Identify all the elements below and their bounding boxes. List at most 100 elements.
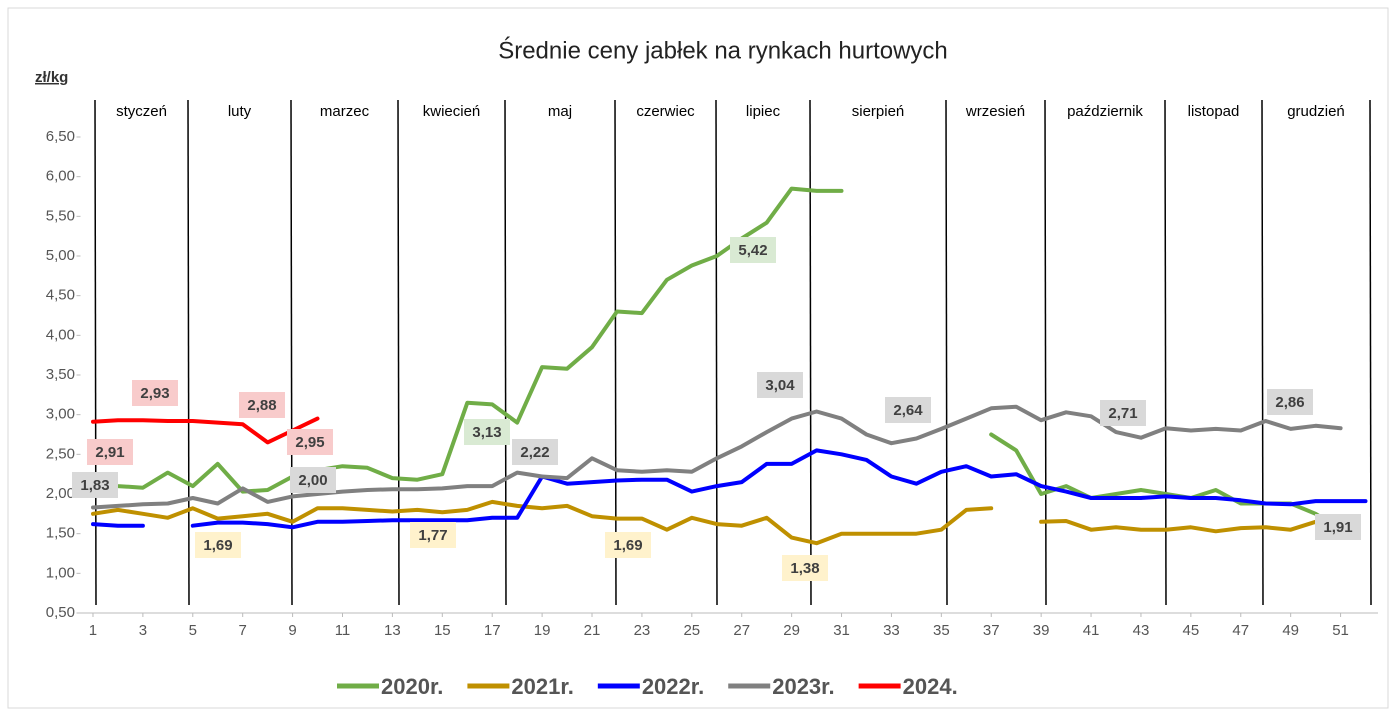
value-label: 2,95 <box>295 434 324 451</box>
month-divider <box>397 99 400 606</box>
month-label: październik <box>1067 103 1143 120</box>
value-label: 5,42 <box>738 242 767 259</box>
month-label: listopad <box>1188 103 1240 120</box>
month-divider <box>1164 99 1167 606</box>
value-label-box <box>239 392 285 418</box>
value-label: 2,91 <box>95 444 124 461</box>
value-label-box <box>730 237 776 263</box>
month-label: czerwiec <box>636 103 695 120</box>
x-tick-label: 29 <box>783 622 800 639</box>
chart-title: Średnie ceny jabłek na rynkach hurtowych <box>498 36 948 64</box>
value-label-box <box>1267 389 1313 415</box>
x-tick-label: 17 <box>484 622 501 639</box>
month-divider <box>715 99 718 606</box>
value-label-box <box>290 467 336 493</box>
x-tick-label: 31 <box>833 622 850 639</box>
month-label: wrzesień <box>965 103 1025 120</box>
value-label: 2,93 <box>140 385 169 402</box>
month-divider <box>1261 99 1264 606</box>
y-tick-label: 4,50 <box>46 287 75 304</box>
series-line <box>91 448 1368 530</box>
x-tick-label: 5 <box>189 622 197 639</box>
legend-label: 2024. <box>903 674 958 699</box>
value-label: 2,64 <box>893 402 923 419</box>
x-tick-label: 39 <box>1033 622 1050 639</box>
x-tick-label: 43 <box>1133 622 1150 639</box>
month-divider <box>94 99 97 606</box>
x-tick-label: 37 <box>983 622 1000 639</box>
y-tick-label: 3,50 <box>46 366 75 383</box>
x-tick-label: 49 <box>1282 622 1299 639</box>
y-tick-label: 0,50 <box>46 604 75 621</box>
month-label: grudzień <box>1287 103 1345 120</box>
month-label: styczeń <box>116 103 167 120</box>
month-divider <box>1044 99 1047 606</box>
x-tick-label: 13 <box>384 622 401 639</box>
y-tick-label: 2,00 <box>46 485 75 502</box>
value-label: 3,04 <box>765 377 795 394</box>
value-label: 1,91 <box>1323 519 1352 536</box>
value-label: 1,69 <box>613 537 642 554</box>
y-tick-label: 1,50 <box>46 525 75 542</box>
value-label-box <box>72 472 118 498</box>
value-label-box <box>1315 514 1361 540</box>
y-tick-label: 5,00 <box>46 247 75 264</box>
value-label: 2,00 <box>298 472 327 489</box>
x-tick-label: 23 <box>634 622 651 639</box>
x-tick-label: 9 <box>288 622 296 639</box>
x-tick-label: 45 <box>1183 622 1200 639</box>
month-label: marzec <box>320 103 370 120</box>
y-tick-label: 1,00 <box>46 564 75 581</box>
value-label-box <box>464 419 510 445</box>
month-divider <box>187 99 190 606</box>
month-label: sierpień <box>852 103 905 120</box>
value-label-box <box>287 429 333 455</box>
value-label: 1,69 <box>203 537 232 554</box>
x-tick-label: 1 <box>89 622 97 639</box>
y-tick-label: 3,00 <box>46 406 75 423</box>
value-label-box <box>885 397 931 423</box>
legend-label: 2023r. <box>772 674 834 699</box>
series-line <box>91 416 320 445</box>
value-label: 2,86 <box>1275 394 1304 411</box>
legend-label: 2022r. <box>642 674 704 699</box>
legend-label: 2021r. <box>511 674 573 699</box>
x-tick-label: 7 <box>239 622 247 639</box>
y-tick-label: 5,50 <box>46 207 75 224</box>
month-divider <box>945 99 948 606</box>
x-tick-label: 35 <box>933 622 950 639</box>
y-tick-label: 4,00 <box>46 326 75 343</box>
value-label-box <box>512 439 558 465</box>
month-label: luty <box>228 103 252 120</box>
y-axis-label: zł/kg <box>35 69 68 86</box>
value-label-box <box>195 532 241 558</box>
value-label: 2,71 <box>1108 405 1137 422</box>
series-line <box>91 404 1343 510</box>
month-label: lipiec <box>746 103 781 120</box>
value-label: 1,83 <box>80 477 109 494</box>
value-label: 1,77 <box>418 527 447 544</box>
x-tick-label: 41 <box>1083 622 1100 639</box>
value-label-box <box>605 532 651 558</box>
month-divider <box>1369 99 1372 606</box>
x-tick-label: 47 <box>1232 622 1249 639</box>
month-divider <box>809 99 812 606</box>
chart-frame <box>7 7 1389 709</box>
series-line <box>91 499 1343 546</box>
x-tick-label: 3 <box>139 622 147 639</box>
x-tick-label: 11 <box>335 622 351 639</box>
y-tick-label: 6,00 <box>46 168 75 185</box>
value-label-box <box>132 380 178 406</box>
x-tick-label: 19 <box>534 622 551 639</box>
value-label-box <box>410 522 456 548</box>
value-label-box <box>757 372 803 398</box>
value-label-box <box>1100 400 1146 426</box>
y-tick-label: 6,50 <box>46 128 75 145</box>
x-tick-label: 51 <box>1332 622 1349 639</box>
month-label: maj <box>548 103 572 120</box>
legend-label: 2020r. <box>381 674 443 699</box>
x-tick-label: 33 <box>883 622 900 639</box>
value-label-box <box>782 555 828 581</box>
month-divider <box>290 99 293 606</box>
